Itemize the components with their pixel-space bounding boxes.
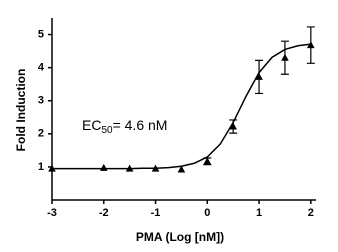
x-tick-label: 1 <box>256 207 262 219</box>
annotation: EC50= 4.6 nM <box>82 117 167 136</box>
data-point <box>281 53 289 61</box>
x-tick-label: 0 <box>204 207 210 219</box>
data-point <box>99 163 108 171</box>
x-tick-label: -1 <box>151 207 161 219</box>
data-point <box>229 122 237 130</box>
annotation-subscript: 50 <box>101 125 113 136</box>
x-tick-label: -3 <box>47 207 57 219</box>
y-tick-label: 1 <box>38 161 44 173</box>
x-tick-label: -2 <box>99 207 109 219</box>
annotation-text: = 4.6 nM <box>113 117 168 133</box>
fit-curve <box>52 43 311 170</box>
y-tick-label: 5 <box>38 28 44 40</box>
y-tick-label: 3 <box>38 95 44 107</box>
y-tick-label: 2 <box>38 128 44 140</box>
annotation-text: EC <box>82 117 101 133</box>
x-tick-label: 2 <box>308 207 314 219</box>
y-axis-label: Fold Induction <box>14 69 28 152</box>
x-axis-label: PMA (Log [nM]) <box>136 230 224 244</box>
data-point <box>255 72 263 80</box>
y-tick-label: 4 <box>38 62 45 74</box>
data-point <box>177 165 186 173</box>
data-point <box>203 157 212 165</box>
